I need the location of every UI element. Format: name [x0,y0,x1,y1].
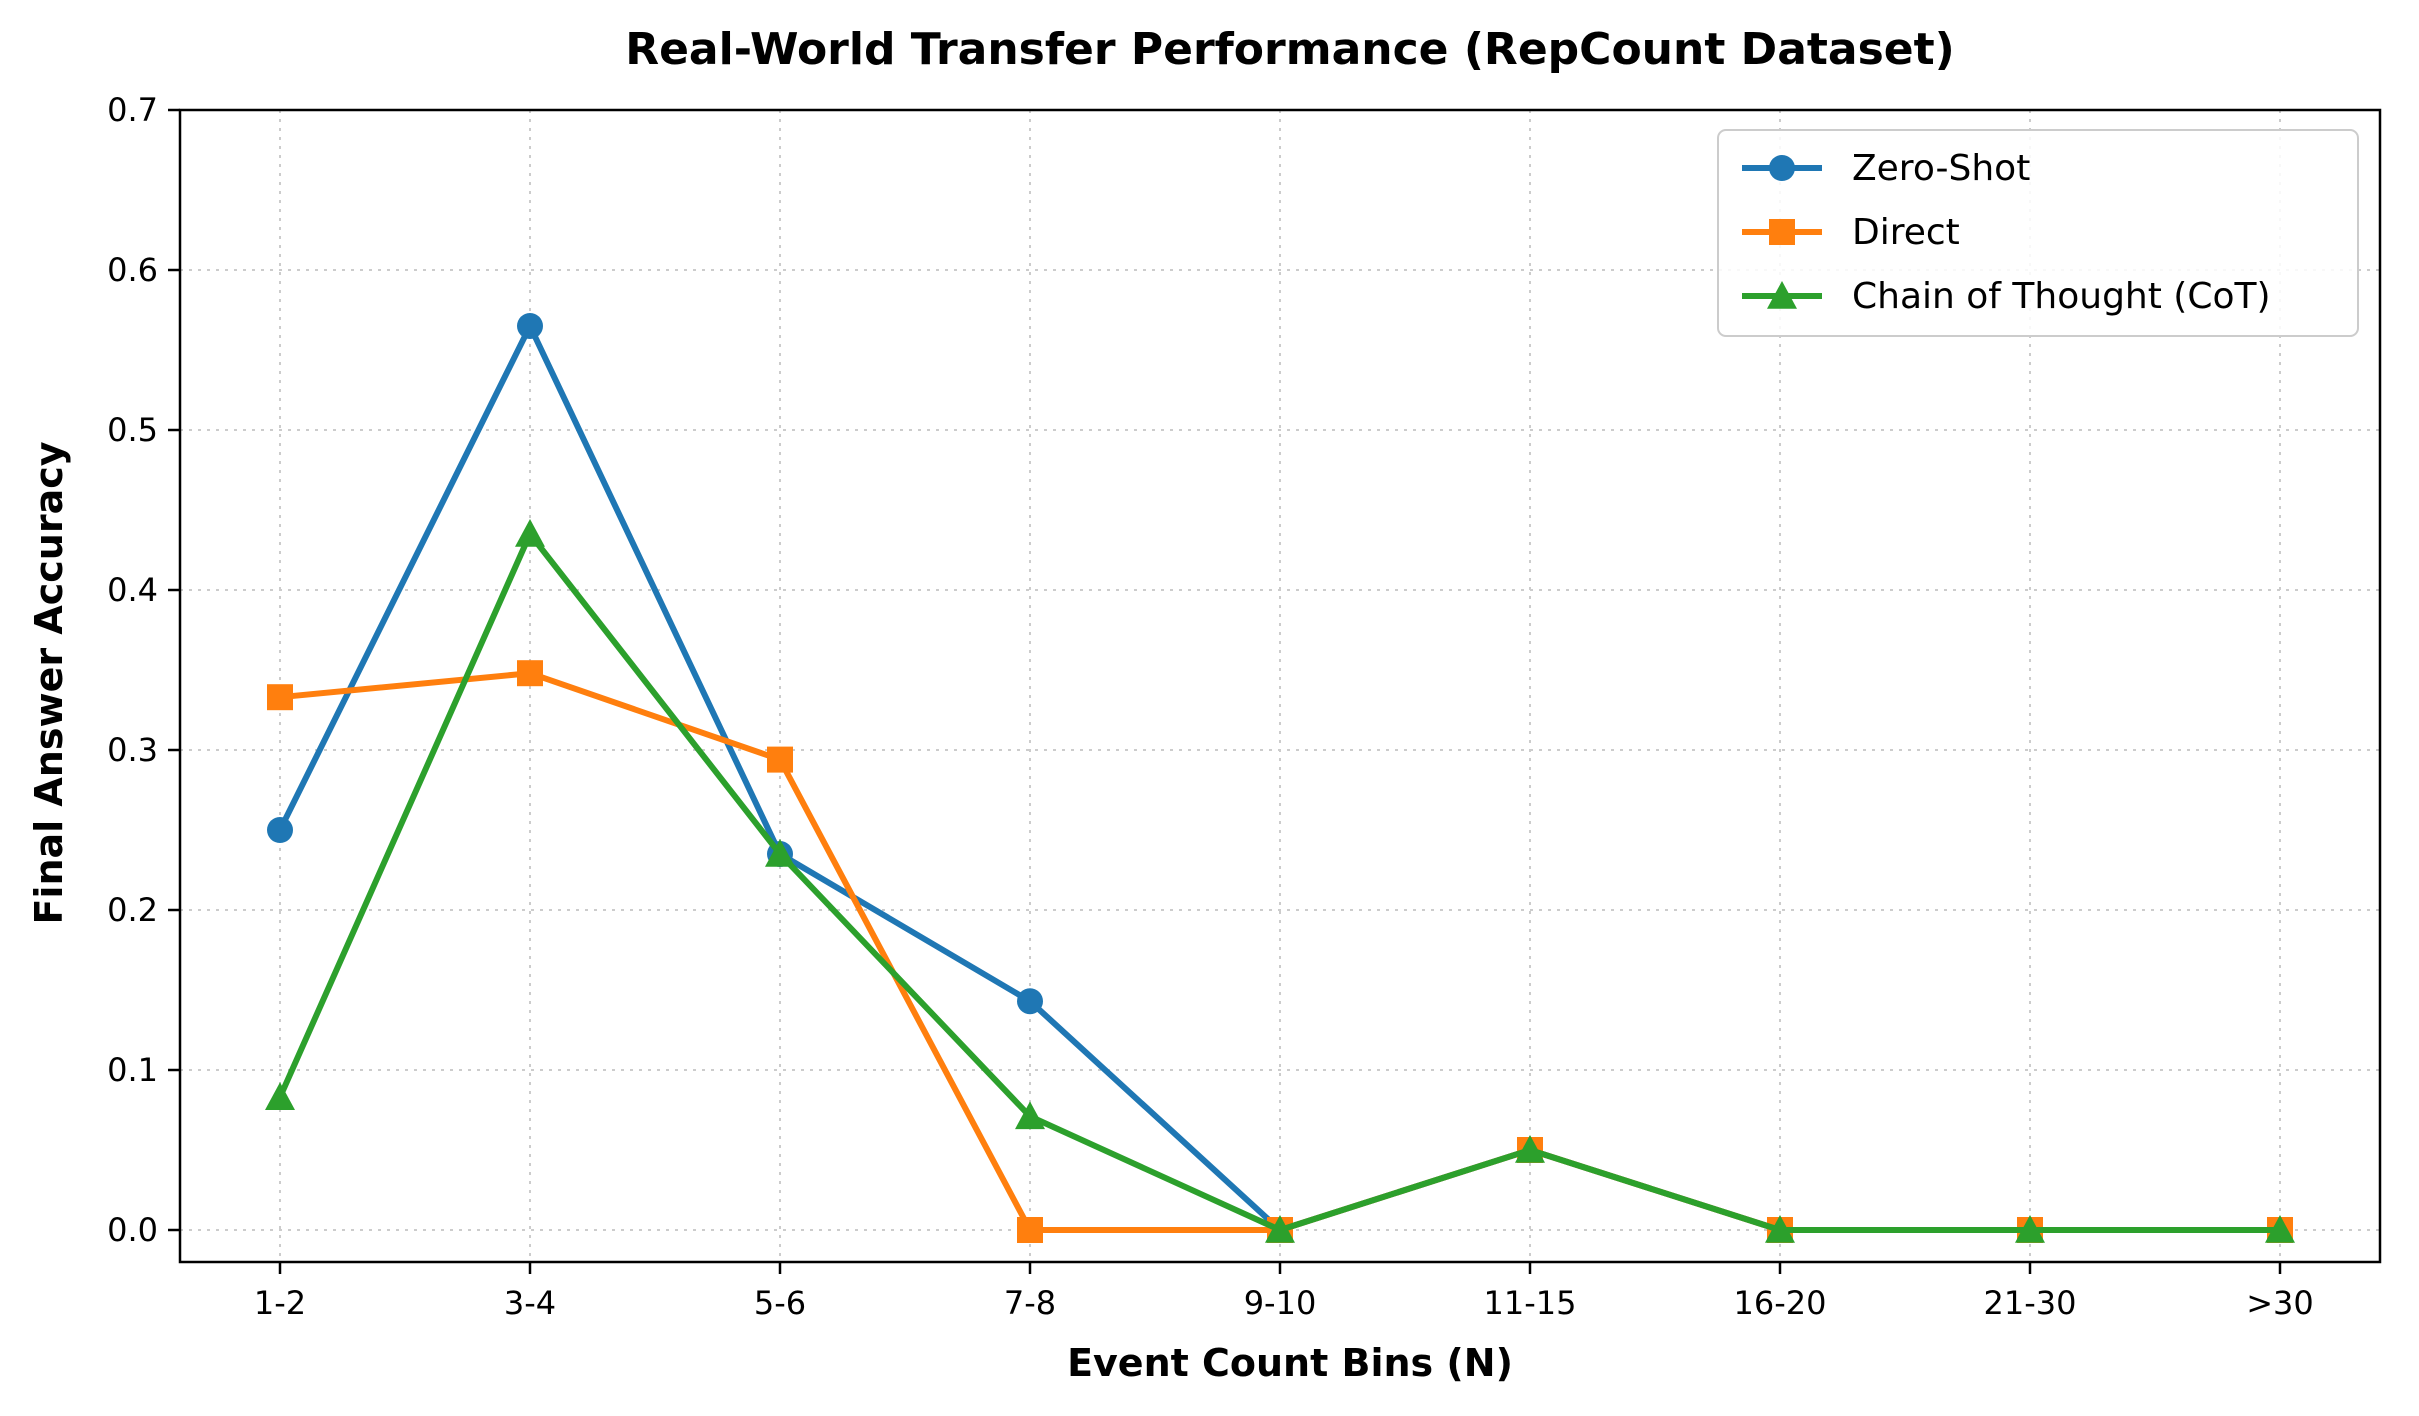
legend-item: Zero-Shot [1742,148,2030,189]
y-tick-label: 0.6 [107,251,158,289]
data-point [2265,1215,2295,1243]
x-tick-label: 16-20 [1734,1284,1827,1322]
data-point [515,519,545,547]
data-point [765,839,795,867]
data-point [1265,1215,1295,1243]
y-tick-label: 0.4 [107,571,158,609]
chart-title: Real-World Transfer Performance (RepCoun… [625,24,1955,75]
data-point [517,660,543,687]
axes: 1-2 3-4 5-6 7-8 9-10 11-15 16-20 21-30 >30 0.0 0.1… [107,91,2382,1322]
legend-marker [1767,281,1797,309]
x-tick-label: 1-2 [254,1284,306,1322]
data-point [1017,1217,1043,1243]
x-tick-label: 11-15 [1484,1284,1577,1322]
y-axis-label: Final Answer Accuracy [27,441,71,924]
y-tick-label: 0.0 [107,1211,158,1249]
data-point [517,313,543,339]
x-tick-label: 7-8 [1004,1284,1056,1322]
data-point [1015,1101,1045,1130]
y-tick-label: 0.3 [107,731,158,769]
series-triangle [265,519,2295,1243]
data-point [1017,988,1043,1015]
data-point [1515,1135,1545,1163]
x-tick-label: 9-10 [1244,1284,1317,1322]
data-point [265,1082,295,1110]
data-point [267,684,293,711]
y-tick-label: 0.5 [107,411,158,449]
legend-label: Direct [1852,212,1960,253]
legend-box [1717,129,2359,337]
x-tick-label: 5-6 [754,1284,806,1322]
y-tick-label: 0.2 [107,891,158,929]
legend-item: Chain of Thought (CoT) [1742,276,2271,317]
legend-label: Zero-Shot [1852,148,2030,189]
legend-label: Chain of Thought (CoT) [1852,276,2271,317]
series-layer [265,313,2295,1243]
legend-marker [1769,155,1795,181]
data-point [1765,1215,1795,1243]
x-tick-label: 21-30 [1984,1284,2077,1322]
x-tick-label: 3-4 [504,1284,556,1322]
x-tick-label: >30 [2246,1284,2314,1322]
data-point [2015,1215,2045,1243]
legend-marker [1769,219,1795,245]
legend-item: Direct [1742,212,1960,253]
x-axis-label: Event Count Bins (N) [1067,1341,1513,1385]
y-tick-label: 0.1 [107,1051,158,1089]
data-point [267,817,293,843]
legend: Zero-Shot Direct Chain of Thought (CoT) [1717,129,2359,337]
y-tick-label: 0.7 [107,91,158,129]
data-point [767,746,793,773]
